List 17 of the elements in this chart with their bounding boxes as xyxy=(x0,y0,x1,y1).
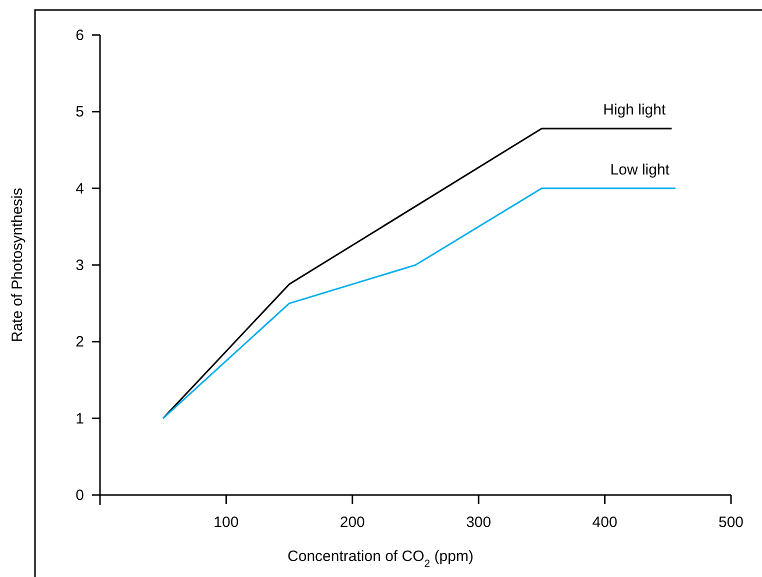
y-axis-title: Rate of Photosynthesis xyxy=(9,188,26,342)
y-tick-label: 0 xyxy=(76,487,84,504)
series-label: High light xyxy=(603,102,667,119)
x-tick-label: 200 xyxy=(340,514,365,531)
y-tick-label: 2 xyxy=(76,334,84,351)
y-tick-label: 5 xyxy=(76,104,84,121)
x-tick-label: 500 xyxy=(718,514,744,531)
x-axis-title: Concentration of CO$_{2}$ (ppm) xyxy=(288,548,474,570)
x-tick-label: 400 xyxy=(592,514,618,531)
y-tick-label: 4 xyxy=(76,180,84,198)
x-tick-label: 100 xyxy=(214,514,239,531)
y-tick-label: 3 xyxy=(76,257,84,274)
series-label: Low light xyxy=(610,161,670,178)
y-tick-label: 6 xyxy=(76,27,84,44)
line-series xyxy=(162,188,676,420)
x-tick-label: 300 xyxy=(466,514,492,531)
y-tick-label: 1 xyxy=(76,410,84,428)
